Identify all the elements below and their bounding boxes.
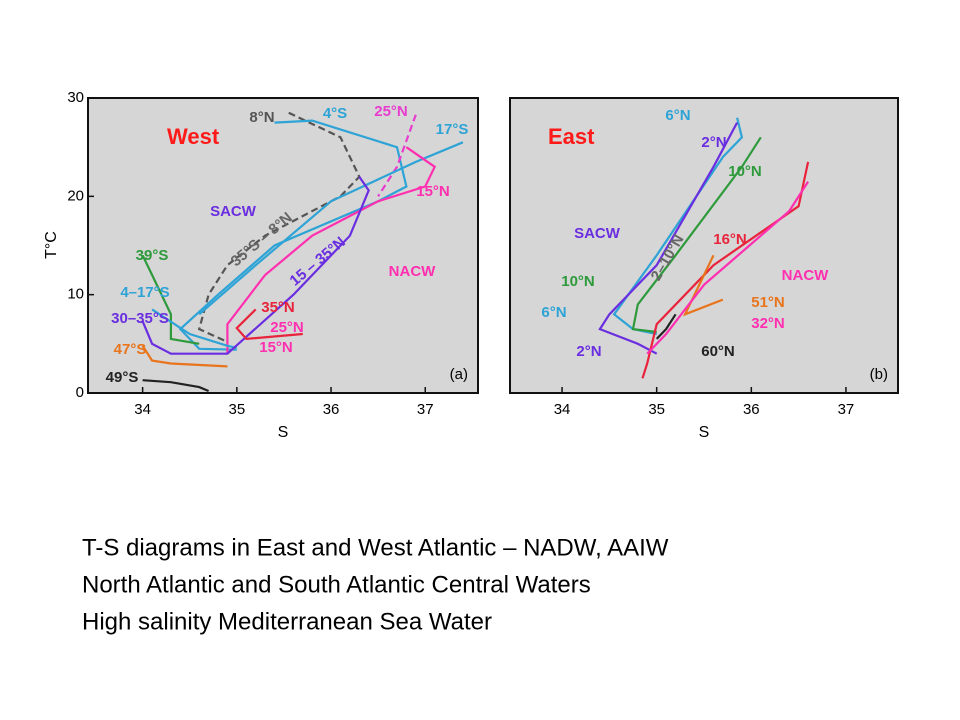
series-line <box>178 119 408 351</box>
series-label: 4–17°S <box>120 284 169 301</box>
series-line <box>141 345 228 368</box>
series-label: 6°N <box>665 107 690 124</box>
x-tick-label: 37 <box>838 401 855 418</box>
y-tick-label: 30 <box>67 89 84 106</box>
panel-title: West <box>167 124 220 149</box>
series-label: 49°S <box>106 369 139 386</box>
x-axis-label: S <box>699 424 710 441</box>
caption-line: T-S diagrams in East and West Atlantic –… <box>82 534 669 561</box>
series-label: 47°S <box>114 341 147 358</box>
series-line <box>141 254 200 345</box>
series-line <box>226 146 437 354</box>
series-line <box>598 122 739 355</box>
series-line <box>655 313 677 340</box>
series-label: 10°N <box>728 163 762 180</box>
x-tick-label: 34 <box>554 401 571 418</box>
plot-frame <box>509 97 899 394</box>
panel-label: (a) <box>450 366 468 383</box>
x-tick-label: 35 <box>648 401 665 418</box>
y-tick-label: 20 <box>67 187 84 204</box>
panel-title: East <box>548 124 595 149</box>
series-label: 8°N <box>249 109 274 126</box>
series-label: 32°N <box>751 315 785 332</box>
series-label: 17°S <box>436 121 469 138</box>
x-axis-label: S <box>278 424 289 441</box>
series-line <box>377 114 417 197</box>
series-line <box>641 161 810 379</box>
caption-line: High salinity Mediterranean Sea Water <box>82 608 492 635</box>
series-line <box>197 111 361 343</box>
series-label: 51°N <box>751 294 785 311</box>
y-tick-label: 10 <box>67 286 84 303</box>
y-axis-label: T°C <box>43 231 60 259</box>
series-label: 2°N <box>701 134 726 151</box>
series-line <box>682 254 724 317</box>
x-tick-label: 34 <box>134 401 151 418</box>
series-label: 4°S <box>323 105 347 122</box>
series-label: 35°N <box>261 299 295 316</box>
x-tick-label: 36 <box>323 401 340 418</box>
x-tick-label: 37 <box>417 401 434 418</box>
annotation: 6°N <box>541 304 566 321</box>
x-tick-label: 36 <box>743 401 760 418</box>
annotation: SACW <box>574 225 621 242</box>
caption-line: North Atlantic and South Atlantic Centra… <box>82 571 591 598</box>
y-tick-label: 0 <box>76 384 84 401</box>
series-line <box>235 308 303 341</box>
series-label: 39°S <box>136 247 169 264</box>
series-line <box>612 117 744 336</box>
series-line <box>198 141 464 316</box>
x-tick-label: 35 <box>228 401 245 418</box>
series-line <box>142 379 210 393</box>
series-label: 30–35°S <box>111 310 169 327</box>
panel-label: (b) <box>870 366 888 383</box>
annotation: NACW <box>389 263 436 280</box>
series-line <box>631 136 762 334</box>
series-label: 15°N <box>416 183 450 200</box>
series-label: 60°N <box>701 343 735 360</box>
annotation: SACW <box>210 203 257 220</box>
annotation: 25°N <box>270 319 304 336</box>
series-line <box>151 308 238 349</box>
series-label: 16°N <box>713 231 747 248</box>
series-line <box>141 176 370 355</box>
annotation: 15°N <box>259 339 293 356</box>
series-line <box>646 181 810 355</box>
annotation: 10°N <box>561 273 595 290</box>
series-label: 25°N <box>374 103 408 120</box>
annotation: 2°N <box>576 343 601 360</box>
annotation: NACW <box>782 267 829 284</box>
